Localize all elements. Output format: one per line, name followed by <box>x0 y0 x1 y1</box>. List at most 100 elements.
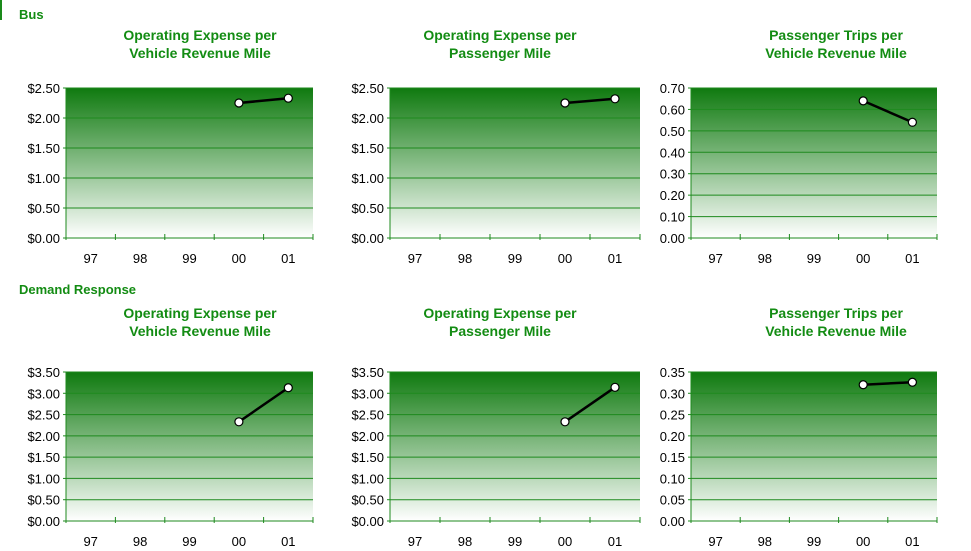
y-tick-label: 0.40 <box>660 145 685 160</box>
y-tick-label: $0.00 <box>351 514 384 529</box>
y-tick-label: $2.50 <box>27 81 60 96</box>
x-tick-label: 97 <box>708 251 722 266</box>
data-point <box>234 417 244 427</box>
x-tick-label: 98 <box>133 534 147 549</box>
chart-title-dr-opex-per-vrm: Operating Expense per Vehicle Revenue Mi… <box>80 304 320 340</box>
x-tick-label: 99 <box>182 534 196 549</box>
x-tick-label: 98 <box>458 251 472 266</box>
y-tick-label: $1.50 <box>351 450 384 465</box>
y-tick-label: $1.00 <box>351 471 384 486</box>
x-tick-label: 00 <box>232 251 246 266</box>
y-tick-label: 0.10 <box>660 210 685 225</box>
chart-bus-opex-per-pm: $0.00 $0.50 $1.00 $1.50 $2.00 $2.50 97 98 99 00 01 <box>351 81 641 266</box>
y-tick-label: $3.50 <box>27 365 60 380</box>
chart-bus-trips-per-vrm: 0.00 0.10 0.20 0.30 0.40 0.50 0.60 0.70 97 98 99 00… <box>660 81 938 266</box>
y-tick-label: 0.20 <box>660 429 685 444</box>
y-tick-label: $0.00 <box>27 231 60 246</box>
x-tick-label: 00 <box>856 251 870 266</box>
y-tick-label: $3.00 <box>27 386 60 401</box>
chart-title-line-2: Vehicle Revenue Mile <box>129 323 271 339</box>
chart-title-line-2: Passenger Mile <box>449 45 551 61</box>
x-tick-label: 00 <box>232 534 246 549</box>
data-point <box>907 377 917 387</box>
series-line <box>862 99 913 124</box>
y-tick-label: $0.00 <box>27 514 60 529</box>
chart-title-line-1: Operating Expense per <box>123 27 277 43</box>
chart-title-dr-opex-per-pm: Operating Expense per Passenger Mile <box>380 304 620 340</box>
chart-dr-opex-per-vrm: $0.00 $0.50 $1.00 $1.50 $2.00 $2.50 $3.00 $3.50… <box>27 365 314 549</box>
chart-title-bus-opex-per-pm: Operating Expense per Passenger Mile <box>380 26 620 62</box>
x-tick-label: 97 <box>408 251 422 266</box>
y-tick-label: 0.30 <box>660 167 685 182</box>
x-tick-label: 99 <box>182 251 196 266</box>
chart-title-line-1: Operating Expense per <box>423 305 577 321</box>
y-tick-label: 0.20 <box>660 188 685 203</box>
y-tick-label: $2.00 <box>27 429 60 444</box>
section-label-demand-response: Demand Response <box>19 282 137 297</box>
y-tick-label: 0.00 <box>660 231 685 246</box>
x-tick-label: 98 <box>133 251 147 266</box>
chart-dr-opex-per-pm: $0.00 $0.50 $1.00 $1.50 $2.00 $2.50 $3.00 $3.50… <box>351 365 641 549</box>
x-tick-label: 00 <box>558 251 572 266</box>
y-tick-label: $2.00 <box>351 429 384 444</box>
y-tick-label: $0.50 <box>27 201 60 216</box>
chart-title-line-2: Vehicle Revenue Mile <box>129 45 271 61</box>
y-tick-label: 0.35 <box>660 365 685 380</box>
y-tick-label: $3.50 <box>351 365 384 380</box>
y-tick-label: 0.25 <box>660 408 685 423</box>
y-tick-label: $1.50 <box>27 141 60 156</box>
y-tick-label: 0.30 <box>660 386 685 401</box>
y-tick-label: $1.50 <box>351 141 384 156</box>
y-tick-label: $1.50 <box>27 450 60 465</box>
x-tick-label: 97 <box>408 534 422 549</box>
x-tick-label: 01 <box>905 251 919 266</box>
data-point <box>858 380 868 390</box>
x-tick-label: 01 <box>281 251 295 266</box>
chart-title-line-1: Passenger Trips per <box>769 27 903 43</box>
y-tick-label: $0.50 <box>351 201 384 216</box>
x-tick-label: 98 <box>758 251 772 266</box>
data-point <box>610 94 620 104</box>
y-tick-label: $0.50 <box>351 493 384 508</box>
series-line <box>564 97 616 105</box>
data-point <box>234 98 244 108</box>
data-point <box>858 96 868 106</box>
chart-title-bus-trips-per-vrm: Passenger Trips per Vehicle Revenue Mile <box>716 26 956 62</box>
plot-area <box>691 372 937 521</box>
x-tick-label: 97 <box>83 534 97 549</box>
data-point <box>907 117 917 127</box>
chart-title-line-1: Passenger Trips per <box>769 305 903 321</box>
chart-title-line-2: Vehicle Revenue Mile <box>765 45 907 61</box>
chart-bus-opex-per-vrm: $0.00 $0.50 $1.00 $1.50 $2.00 $2.50 97 98 99 00 01 <box>27 81 314 266</box>
chart-title-line-2: Vehicle Revenue Mile <box>765 323 907 339</box>
y-tick-label: 0.10 <box>660 471 685 486</box>
y-tick-label: 0.00 <box>660 514 685 529</box>
y-tick-label: $2.50 <box>27 408 60 423</box>
data-point <box>610 382 620 392</box>
y-tick-label: $0.50 <box>27 493 60 508</box>
x-tick-label: 99 <box>807 534 821 549</box>
section-label-bus: Bus <box>19 7 44 22</box>
chart-title-line-1: Operating Expense per <box>423 27 577 43</box>
y-tick-label: 0.15 <box>660 450 685 465</box>
series-line <box>564 386 616 423</box>
x-tick-label: 01 <box>608 251 622 266</box>
data-point <box>283 383 293 393</box>
plot-area <box>66 88 313 238</box>
corner-accent-mark <box>0 0 2 20</box>
chart-title-line-1: Operating Expense per <box>123 305 277 321</box>
x-tick-label: 01 <box>281 534 295 549</box>
y-tick-label: 0.50 <box>660 124 685 139</box>
data-point <box>560 417 570 427</box>
x-tick-label: 97 <box>83 251 97 266</box>
data-point <box>560 98 570 108</box>
data-point <box>283 93 293 103</box>
y-tick-label: $0.00 <box>351 231 384 246</box>
y-tick-label: $3.00 <box>351 386 384 401</box>
chart-dr-trips-per-vrm: 0.00 0.05 0.10 0.15 0.20 0.25 0.30 0.35 97 98 99 00… <box>660 365 938 549</box>
series-line <box>238 386 290 423</box>
y-tick-label: $1.00 <box>351 171 384 186</box>
x-tick-label: 98 <box>758 534 772 549</box>
y-tick-label: $2.50 <box>351 81 384 96</box>
x-tick-label: 01 <box>608 534 622 549</box>
